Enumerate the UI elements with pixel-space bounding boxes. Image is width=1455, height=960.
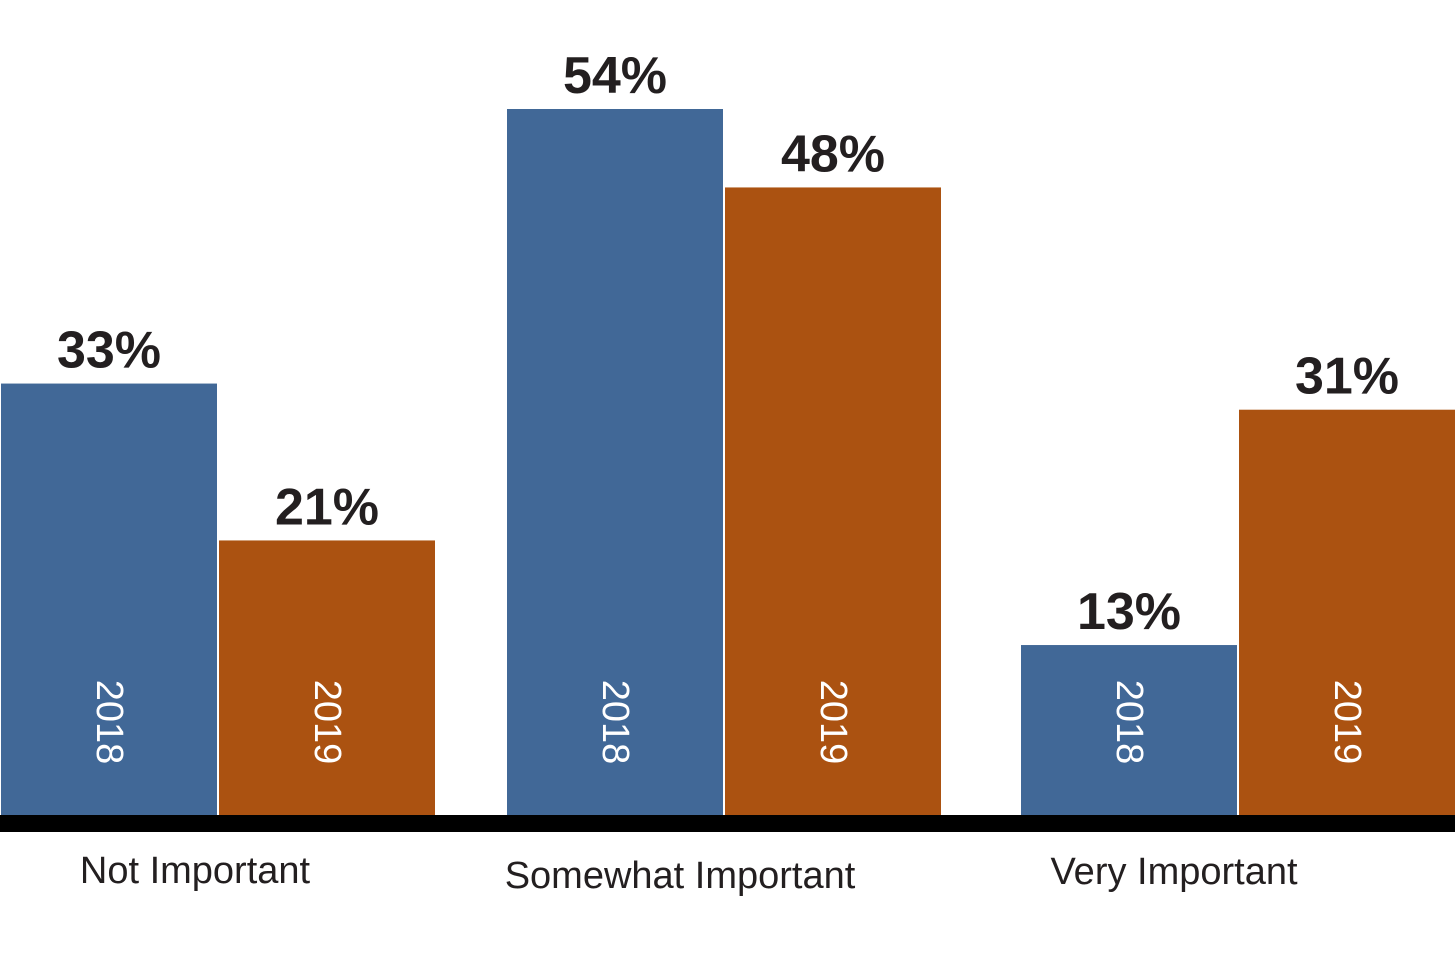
series-label-2018-1: 2018 [88,680,130,765]
series-label-2019-3: 2019 [1326,680,1368,765]
series-label-2018-2: 2018 [594,680,636,765]
series-label-2018-3: 2018 [1108,680,1150,765]
value-label-2018-1: 33% [57,322,161,380]
bar-2018-3 [1021,645,1237,815]
bar-2019-1 [219,540,435,815]
value-label-2019-2: 48% [781,125,885,183]
value-label-2019-1: 21% [275,478,379,536]
category-labels-group: Not Important Somewhat Important Very Impo… [80,850,1298,897]
series-label-2019-2: 2019 [812,680,854,765]
value-label-2018-3: 13% [1077,583,1181,641]
bars-group: 33% 2018 21% 2019 54% 2018 48% 2019 13% 2018 31% 20… [1,47,1455,815]
bar-2018-1 [1,383,217,815]
value-label-2019-3: 31% [1295,348,1399,406]
category-label-2: Somewhat Important [505,855,856,897]
category-label-3: Very Important [1050,851,1298,893]
value-label-2018-2: 54% [563,47,667,105]
bar-2018-2 [507,109,723,815]
bar-2019-2 [725,187,941,815]
series-label-2019-1: 2019 [306,680,348,765]
x-axis-baseline [0,815,1455,832]
category-label-1: Not Important [80,850,311,892]
bar-2019-3 [1239,409,1455,815]
